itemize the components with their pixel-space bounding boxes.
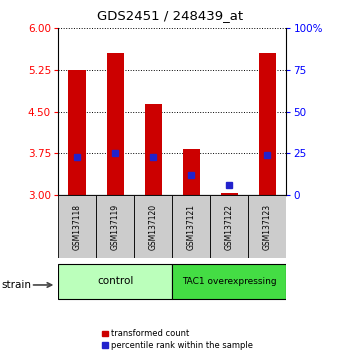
Bar — [134, 195, 172, 258]
Text: GSM137121: GSM137121 — [187, 204, 196, 250]
Bar — [106, 53, 124, 195]
Text: GSM137123: GSM137123 — [263, 204, 272, 250]
Bar — [145, 104, 162, 195]
Text: control: control — [97, 276, 133, 286]
Bar — [58, 264, 172, 299]
Bar — [58, 195, 96, 258]
Legend: transformed count, percentile rank within the sample: transformed count, percentile rank withi… — [102, 329, 253, 350]
Text: TAC1 overexpressing: TAC1 overexpressing — [182, 277, 277, 286]
Text: GDS2451 / 248439_at: GDS2451 / 248439_at — [98, 9, 243, 22]
Bar — [69, 70, 86, 195]
Bar — [221, 193, 238, 195]
Text: GSM137118: GSM137118 — [73, 204, 81, 250]
Bar — [172, 264, 286, 299]
Bar — [183, 149, 200, 195]
Bar — [259, 53, 276, 195]
Text: GSM137119: GSM137119 — [110, 204, 120, 250]
Bar — [96, 195, 134, 258]
Text: GSM137122: GSM137122 — [225, 204, 234, 250]
Bar — [248, 195, 286, 258]
Bar — [172, 195, 210, 258]
Text: GSM137120: GSM137120 — [149, 204, 158, 250]
Text: strain: strain — [2, 280, 32, 290]
Bar — [210, 195, 248, 258]
